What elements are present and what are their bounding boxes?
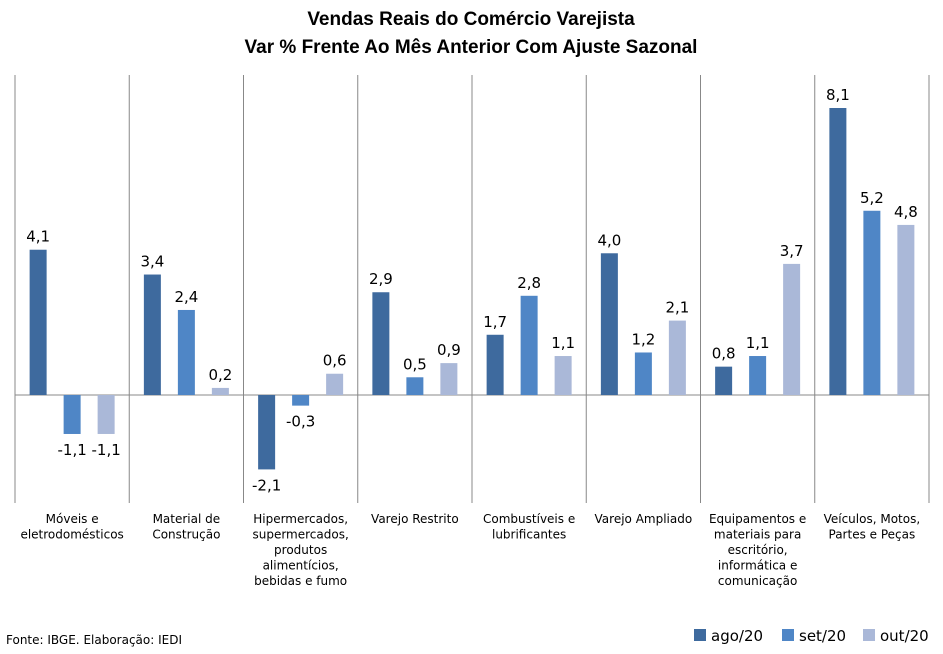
data-label: 3,7 [780, 242, 804, 260]
data-label: 0,5 [403, 355, 427, 373]
category-label: Hipermercados, [253, 512, 348, 526]
category-label: produtos [274, 543, 327, 557]
data-label: 0,2 [208, 366, 232, 384]
category-label: bebidas e fumo [254, 574, 347, 588]
category-label: Varejo Ampliado [595, 512, 693, 526]
data-label: 4,1 [26, 228, 50, 246]
data-label: 2,8 [517, 274, 541, 292]
category-label: informática e [718, 559, 797, 573]
bar [372, 292, 390, 395]
category-label: Partes e Peças [829, 528, 916, 542]
data-label: 1,7 [483, 313, 507, 331]
category-label: comunicação [718, 574, 797, 588]
category-label: Veículos, Motos, [824, 512, 921, 526]
bar [600, 253, 618, 395]
legend-swatch [694, 629, 706, 641]
category-label: lubrificantes [492, 528, 566, 542]
data-label: 4,8 [894, 203, 918, 221]
data-label: -1,1 [91, 441, 120, 459]
data-label: 0,9 [437, 341, 461, 359]
bar [829, 108, 847, 395]
source-note: Fonte: IBGE. Elaboração: IEDI [6, 633, 182, 647]
data-label: 4,0 [597, 231, 621, 249]
bar [715, 366, 733, 395]
bar [897, 224, 915, 395]
bar [63, 395, 81, 434]
bar [292, 395, 310, 406]
data-label: 2,1 [665, 299, 689, 317]
data-label: -2,1 [252, 476, 281, 494]
legend-label: set/20 [799, 627, 846, 645]
bars-group [29, 108, 915, 470]
category-label: escritório, [728, 543, 788, 557]
category-label: materiais para [714, 528, 801, 542]
legend-label: out/20 [880, 627, 929, 645]
bar [863, 210, 881, 395]
data-label: 1,1 [551, 334, 575, 352]
category-label: eletrodomésticos [20, 528, 123, 542]
bar [668, 320, 686, 395]
category-label: Combustíveis e [483, 512, 575, 526]
legend-label: ago/20 [711, 627, 763, 645]
bar [554, 356, 572, 395]
category-label: supermercados, [252, 528, 348, 542]
bar [520, 295, 538, 395]
bar [211, 387, 229, 395]
legend-swatch [782, 629, 794, 641]
category-label: alimentícios, [263, 559, 339, 573]
data-label: -1,1 [57, 441, 86, 459]
category-separators [14, 75, 930, 503]
bar [486, 334, 504, 395]
bar [406, 377, 424, 395]
bar [749, 356, 767, 395]
bar [143, 274, 161, 395]
chart-subtitle: Var % Frente Ao Mês Anterior Com Ajuste … [245, 37, 698, 58]
data-label: 5,2 [860, 189, 884, 207]
category-label: Equipamentos e [709, 512, 806, 526]
bar [177, 309, 195, 395]
bar [783, 263, 801, 395]
bar [97, 395, 115, 434]
category-labels-group: Móveis e eletrodomésticos Material de Const… [20, 512, 920, 588]
data-label: 0,8 [712, 345, 736, 363]
category-label: Varejo Restrito [371, 512, 459, 526]
category-label: Material de [153, 512, 221, 526]
bar [326, 373, 344, 395]
data-labels-group: 4,1 -1,1 -1,1 3,4 2,4 0,2 -2,1 -0,3 0,6 2,9 0,5 0,9… [26, 86, 918, 494]
bar [440, 363, 458, 395]
data-label: 1,1 [746, 334, 770, 352]
bar [258, 395, 276, 470]
legend-swatch [863, 629, 875, 641]
category-label: Móveis e [46, 512, 99, 526]
data-label: 2,9 [369, 270, 393, 288]
chart-title: Vendas Reais do Comércio Varejista [307, 9, 635, 30]
bar [29, 249, 47, 395]
data-label: 0,6 [323, 352, 347, 370]
data-label: 8,1 [826, 86, 850, 104]
data-label: 3,4 [140, 253, 164, 271]
data-label: 2,4 [174, 288, 198, 306]
category-label: Construção [152, 528, 220, 542]
legend: ago/20 set/20 out/20 [694, 627, 929, 645]
data-label: 1,2 [631, 330, 655, 348]
data-label: -0,3 [286, 413, 315, 431]
bar [634, 352, 652, 395]
